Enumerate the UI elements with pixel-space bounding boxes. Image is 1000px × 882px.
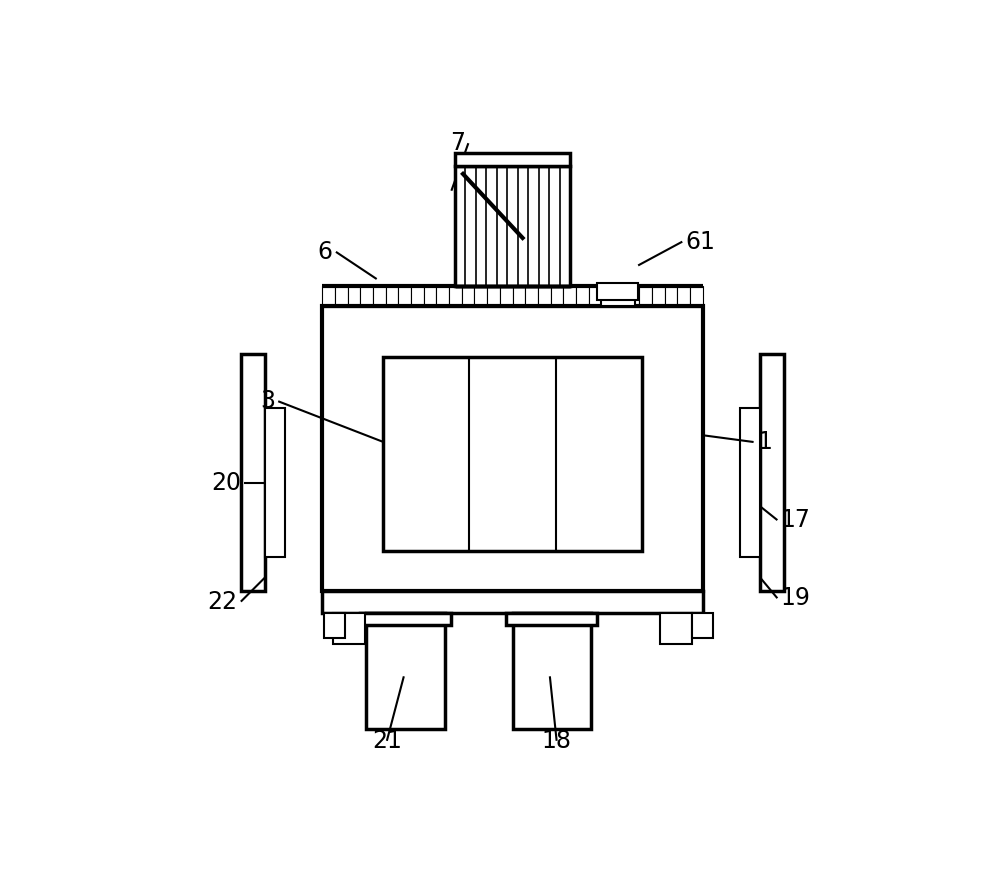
Bar (348, 286, 360, 306)
Bar (601, 286, 614, 306)
Bar (398, 286, 411, 306)
Text: 1: 1 (757, 430, 772, 454)
Bar (506, 613, 597, 625)
Bar (500, 286, 513, 306)
Bar (665, 286, 677, 306)
Bar (324, 613, 345, 638)
Bar (551, 286, 563, 306)
Bar (576, 286, 589, 306)
Bar (386, 286, 398, 306)
Text: 6: 6 (318, 240, 333, 264)
Bar (760, 354, 784, 592)
Bar (512, 613, 591, 729)
Bar (383, 357, 642, 550)
Text: 19: 19 (781, 587, 811, 610)
Bar (265, 408, 285, 557)
Bar (436, 286, 449, 306)
Bar (411, 286, 424, 306)
Bar (512, 286, 525, 306)
Text: 21: 21 (372, 729, 402, 753)
Bar (474, 286, 487, 306)
Bar (335, 286, 348, 306)
Bar (740, 408, 760, 557)
Bar (589, 286, 601, 306)
Bar (690, 286, 703, 306)
Bar (538, 286, 551, 306)
Bar (525, 286, 538, 306)
Bar (652, 286, 665, 306)
Bar (360, 613, 451, 625)
Bar (563, 286, 576, 306)
Text: 61: 61 (686, 229, 716, 254)
Bar (424, 286, 436, 306)
Bar (627, 286, 639, 306)
Bar (677, 286, 690, 306)
Bar (366, 613, 445, 729)
Bar (322, 286, 335, 306)
Bar (449, 286, 462, 306)
Bar (601, 296, 635, 306)
Bar (639, 286, 652, 306)
Bar (692, 613, 713, 638)
Bar (597, 283, 638, 300)
Bar (455, 153, 570, 166)
Bar (660, 613, 692, 644)
Text: 22: 22 (207, 589, 237, 614)
Text: 20: 20 (211, 471, 241, 495)
Bar (455, 166, 570, 286)
Bar (241, 354, 265, 592)
Bar (322, 306, 703, 592)
Text: 3: 3 (260, 389, 275, 414)
Text: 17: 17 (781, 508, 811, 532)
Bar (462, 286, 474, 306)
Text: 7: 7 (450, 131, 465, 155)
Text: 18: 18 (542, 729, 572, 753)
Bar (487, 286, 500, 306)
Bar (360, 286, 373, 306)
Bar (322, 592, 703, 613)
Bar (614, 286, 627, 306)
Bar (373, 286, 386, 306)
Bar (333, 613, 365, 644)
